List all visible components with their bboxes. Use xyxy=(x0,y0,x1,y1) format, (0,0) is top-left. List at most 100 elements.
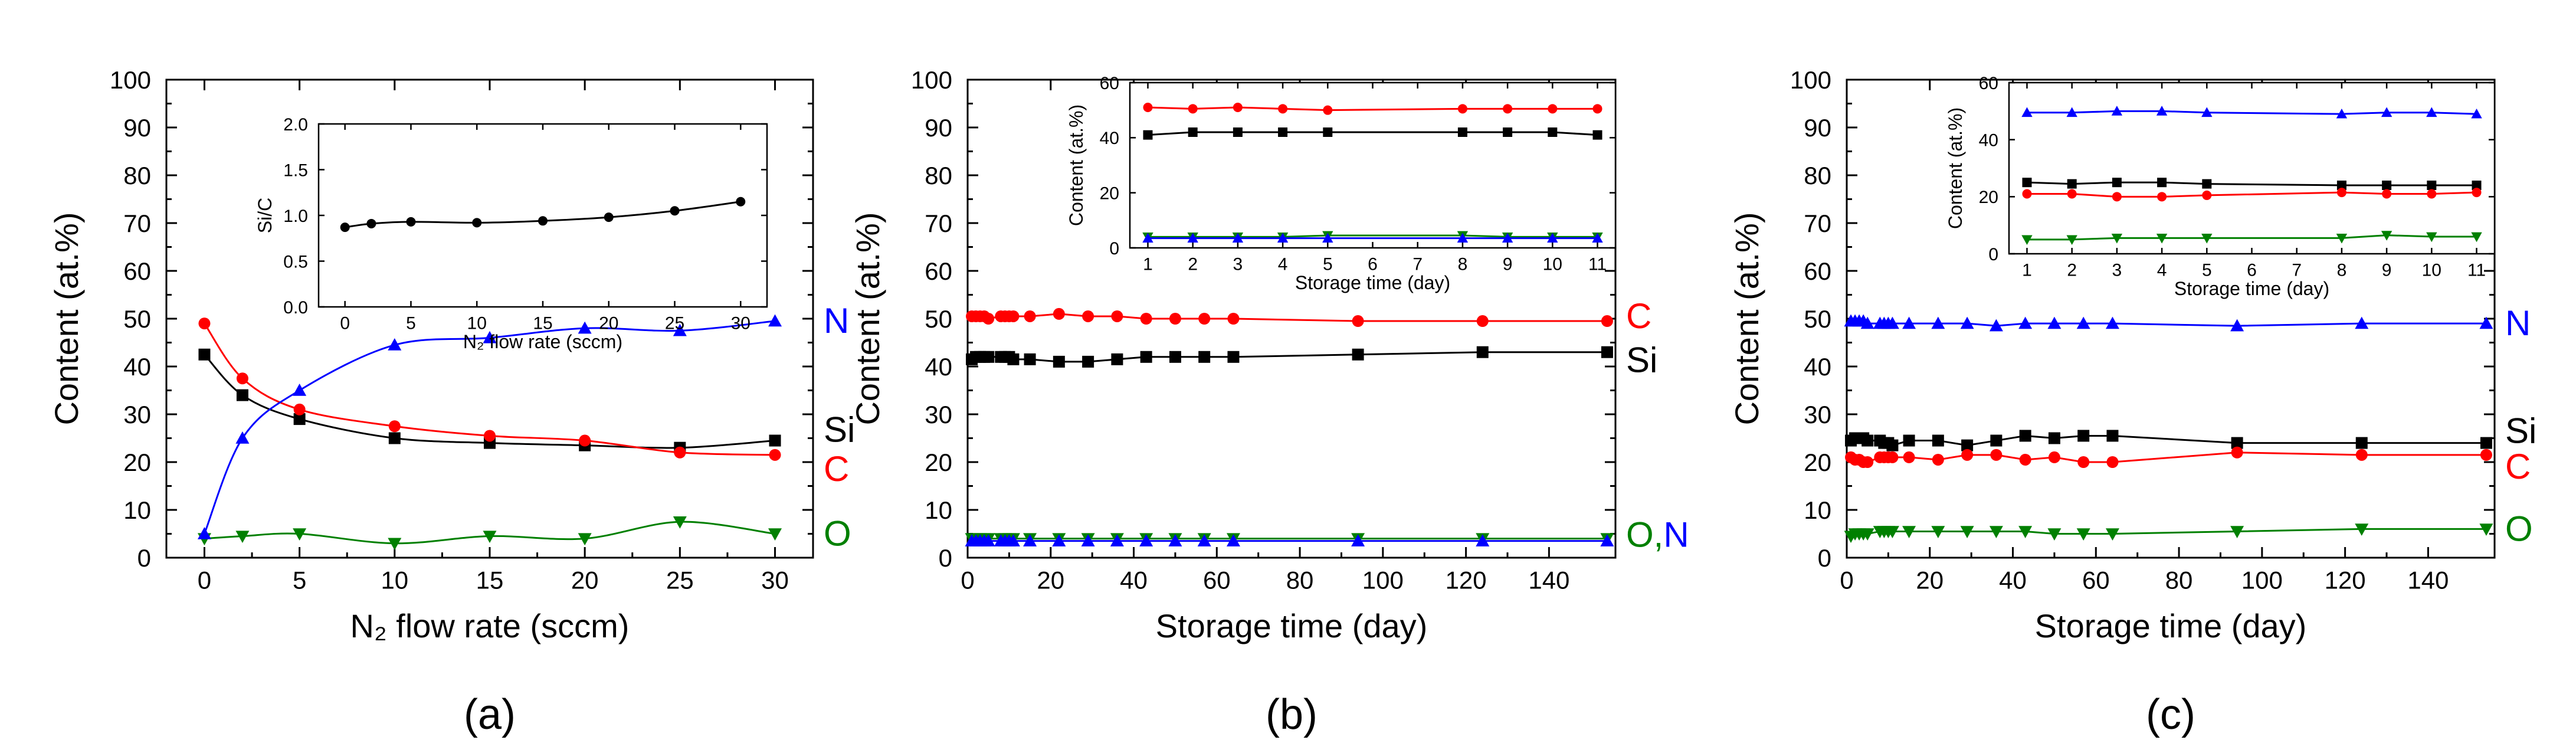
y-tick-label: 60 xyxy=(925,257,952,285)
data-point-c xyxy=(579,434,591,447)
inset-x-tick-label: 8 xyxy=(1458,255,1468,274)
inset-x-tick-label: 7 xyxy=(1412,255,1423,274)
inset-data-point-n xyxy=(1187,233,1198,243)
inset-x-tick-label: 10 xyxy=(467,314,487,333)
inset-data-point-n xyxy=(2156,106,2168,116)
inset-x-tick-label: 1 xyxy=(1143,255,1153,274)
series-label-si: Si xyxy=(1626,341,1657,380)
y-tick-label: 50 xyxy=(1804,305,1831,333)
series-line-c xyxy=(204,323,775,456)
data-point-n xyxy=(1351,534,1365,546)
inset-data-point-c xyxy=(1143,103,1153,112)
data-point-si xyxy=(2019,430,2031,442)
data-point-c xyxy=(1169,313,1181,325)
series-label-n: N xyxy=(824,301,849,341)
series-line-c xyxy=(1850,451,2486,463)
inset-y-axis-label: Content (at.%) xyxy=(1066,104,1087,226)
inset-data-point-c xyxy=(1188,104,1198,114)
data-point-n xyxy=(388,338,402,351)
data-point-o xyxy=(2355,523,2369,536)
data-point-o xyxy=(1860,528,1874,541)
data-point-n xyxy=(673,323,687,336)
inset-panel-3: 0 20 40 60 1 2 3 4 5 6 7 8 9 10 11 Storage time (day) Co… xyxy=(1945,74,2496,299)
series-label-c: C xyxy=(824,449,849,489)
y-tick-label: 40 xyxy=(123,353,151,381)
inset-data-point-si xyxy=(2157,178,2167,188)
data-point-c xyxy=(1111,310,1123,322)
panel-label: (c) xyxy=(2146,691,2195,738)
inset-y-tick-label: 60 xyxy=(1979,74,1998,93)
x-tick-label: 80 xyxy=(2165,567,2193,594)
data-point-n xyxy=(1139,534,1153,546)
y-tick-label: 0 xyxy=(1818,544,1831,572)
data-point-si xyxy=(1352,348,1364,361)
inset-data-point-si-c xyxy=(670,206,680,216)
series-line-si xyxy=(971,351,1607,363)
inset-data-point-c xyxy=(1233,103,1243,112)
data-point-c xyxy=(674,446,686,459)
inset-data-point-n xyxy=(2426,107,2437,117)
data-point-c xyxy=(1861,456,1874,468)
inset-x-tick-label: 5 xyxy=(406,314,416,333)
data-point-c xyxy=(1903,451,1915,463)
inset-x-tick-label: 3 xyxy=(2112,261,2122,280)
data-point-o xyxy=(235,531,250,544)
data-point-o xyxy=(2479,523,2493,536)
y-tick-label: 70 xyxy=(1804,210,1831,237)
data-point-si xyxy=(1961,439,1974,451)
series-line-si xyxy=(1850,434,2486,447)
data-point-n xyxy=(1023,534,1037,546)
data-point-si xyxy=(1082,355,1094,368)
y-tick-label: 80 xyxy=(925,162,952,189)
inset-x-tick-label: 0 xyxy=(340,314,350,333)
inset-data-point-c xyxy=(1548,104,1558,114)
y-tick-label: 20 xyxy=(123,449,151,476)
data-point-n xyxy=(1476,534,1490,546)
inset-x-tick-label: 8 xyxy=(2337,261,2347,280)
y-tick-label: 100 xyxy=(110,66,151,94)
y-tick-label: 10 xyxy=(925,496,952,524)
data-point-o xyxy=(293,528,307,541)
y-tick-label: 60 xyxy=(123,257,151,285)
data-point-si xyxy=(1007,353,1020,365)
inset-y-axis-label: Si/C xyxy=(254,198,276,233)
x-tick-label: 0 xyxy=(961,567,974,594)
inset-data-point-si xyxy=(1143,130,1153,140)
x-tick-label: 140 xyxy=(2407,567,2449,594)
data-point-si xyxy=(2231,437,2243,449)
x-tick-label: 5 xyxy=(293,567,306,594)
data-point-o xyxy=(1931,526,1945,538)
data-point-c xyxy=(293,403,306,415)
data-point-o xyxy=(578,533,592,546)
data-point-n xyxy=(1860,316,1874,329)
y-tick-label: 10 xyxy=(1804,496,1831,524)
data-point-si xyxy=(1198,351,1211,363)
data-point-si xyxy=(2106,430,2119,442)
inset-data-point-c xyxy=(2067,189,2077,199)
data-point-o xyxy=(2230,526,2244,538)
data-point-c xyxy=(2019,453,2031,466)
data-point-c xyxy=(1140,313,1152,325)
inset-data-point-n xyxy=(1232,233,1244,243)
inset-data-point-o xyxy=(2426,232,2437,243)
data-point-si xyxy=(769,434,781,447)
x-tick-label: 10 xyxy=(381,567,408,594)
data-point-o xyxy=(2076,528,2090,541)
x-tick-label: 100 xyxy=(2241,567,2283,594)
inset-data-point-c xyxy=(2336,188,2346,198)
inset-data-point-n xyxy=(1142,233,1153,243)
inset-data-point-si xyxy=(2022,178,2032,188)
data-point-o xyxy=(1885,526,1899,538)
data-point-n xyxy=(1110,534,1124,546)
inset-x-tick-label: 2 xyxy=(1188,255,1198,274)
x-tick-label: 30 xyxy=(761,567,789,594)
inset-data-point-si xyxy=(1503,127,1513,137)
inset-y-tick-label: 20 xyxy=(1979,188,1998,207)
data-point-c xyxy=(1886,451,1899,463)
y-tick-label: 90 xyxy=(123,114,151,142)
inset-data-point-si xyxy=(2382,181,2392,190)
inset-plot-frame xyxy=(1129,81,1617,249)
inset-x-tick-label: 10 xyxy=(2422,261,2441,280)
y-tick-label: 90 xyxy=(925,114,952,142)
